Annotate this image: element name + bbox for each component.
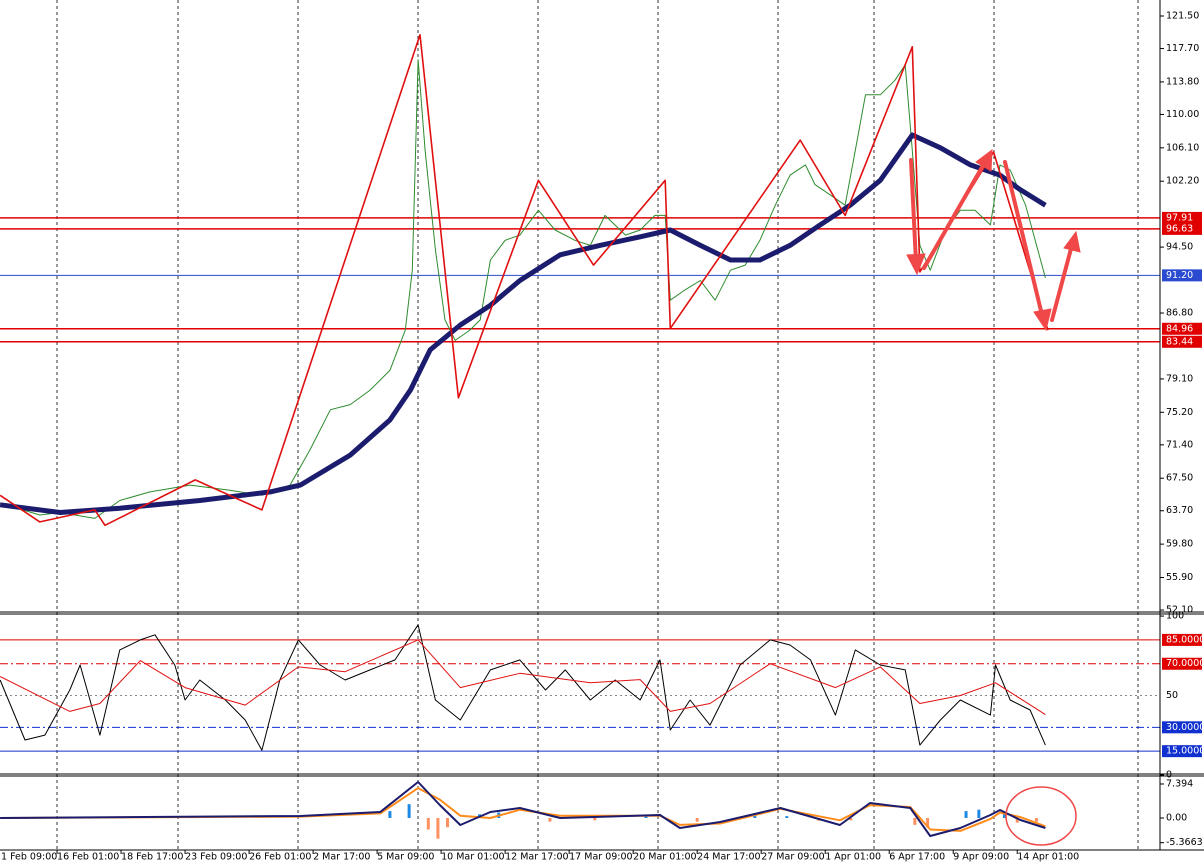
level-label-box	[1162, 657, 1202, 670]
level-label-box	[1162, 322, 1202, 335]
x-tick-label: 1 Feb 09:00	[1, 852, 57, 863]
x-tick-label: 14 Apr 01:00	[1017, 852, 1079, 863]
histogram-bar	[436, 817, 440, 839]
level-label-box	[1162, 211, 1202, 224]
y-tick-label: 106.10	[1166, 142, 1199, 153]
arrow	[1003, 160, 1044, 317]
level-label: 70.0000	[1166, 658, 1204, 669]
level-label: 97.91	[1166, 212, 1193, 223]
y-tick-label: 67.50	[1166, 473, 1193, 484]
y-tick-label: 52.10	[1166, 605, 1193, 616]
level-label-box	[1162, 633, 1202, 646]
level-label: 85.0000	[1166, 634, 1204, 645]
histogram-bar	[388, 811, 392, 818]
series-line	[0, 59, 1046, 519]
y-tick-label: 102.20	[1166, 176, 1199, 187]
x-tick-label: 9 Apr 09:00	[953, 852, 1009, 863]
arrow	[922, 160, 987, 270]
y-tick-label: 100	[1166, 611, 1184, 622]
y-tick-label: 0	[1166, 770, 1172, 781]
arrow-head	[1033, 308, 1052, 332]
x-tick-label: 20 Mar 01:00	[633, 852, 696, 863]
arrow-head	[975, 148, 993, 172]
series-line	[0, 639, 1046, 716]
histogram-bar	[548, 817, 552, 822]
histogram-bar	[785, 816, 789, 818]
histogram-bar	[977, 809, 981, 818]
level-label-box	[1162, 335, 1202, 348]
level-label: 91.20	[1166, 270, 1193, 281]
y-tick-label: 113.80	[1166, 76, 1199, 87]
level-label: 96.63	[1166, 223, 1193, 234]
annotations	[906, 148, 1081, 846]
x-tick-label: 26 Feb 01:00	[249, 852, 311, 863]
arrow-head	[1063, 230, 1081, 253]
level-label-box	[1162, 269, 1202, 282]
x-tick-label: 23 Feb 09:00	[185, 852, 247, 863]
histogram-bar	[1034, 817, 1038, 822]
x-tick-label: 18 Feb 17:00	[121, 852, 183, 863]
y-tick-label: 86.80	[1166, 308, 1193, 319]
y-tick-label: 63.70	[1166, 505, 1193, 516]
series-line	[0, 34, 1049, 527]
x-tick-label: 27 Mar 09:00	[761, 852, 824, 863]
x-tick-label: 6 Apr 17:00	[889, 852, 945, 863]
x-tick-label: 10 Mar 01:00	[441, 852, 504, 863]
histogram-bar	[849, 817, 853, 821]
histogram-bar	[753, 815, 757, 818]
x-tick-label: 12 Mar 17:00	[505, 852, 568, 863]
y-tick-label: 110.00	[1166, 109, 1199, 120]
series-line	[0, 781, 1046, 837]
histogram-bar	[695, 817, 699, 822]
x-tick-label: 1 Apr 01:00	[825, 852, 881, 863]
series-line	[0, 624, 1046, 751]
y-tick-label: 0.00	[1166, 812, 1187, 823]
y-tick-label: 55.90	[1166, 572, 1193, 583]
histogram-bar	[426, 817, 430, 830]
y-tick-label: 59.80	[1166, 539, 1193, 550]
level-label: 50	[1166, 690, 1178, 701]
arrow	[1050, 243, 1074, 322]
level-label-box	[1162, 222, 1202, 235]
arrow-head	[906, 253, 926, 276]
histogram-bar	[446, 817, 450, 828]
y-tick-label: 79.10	[1166, 373, 1193, 384]
y-tick-label: -5.3663	[1166, 837, 1203, 848]
level-label: 84.96	[1166, 323, 1193, 334]
histogram-bar	[1015, 817, 1019, 823]
level-label: 83.44	[1166, 336, 1193, 347]
y-tick-label: 75.20	[1166, 407, 1193, 418]
x-tick-label: 24 Mar 17:00	[697, 852, 760, 863]
x-tick-label: 2 Mar 17:00	[313, 852, 370, 863]
plots: 1 Feb 09:00 16 Feb 01:00 18 Feb 17:00 23 Fe…	[0, 11, 1204, 863]
arrow	[909, 158, 918, 264]
y-tick-label: 117.70	[1166, 43, 1199, 54]
time-grid	[56, 0, 1139, 850]
y-tick-label: 121.50	[1166, 11, 1199, 22]
histogram-bar	[407, 804, 411, 818]
histogram-bar	[593, 817, 597, 821]
histogram-bar	[913, 817, 917, 825]
level-label: 30.0000	[1166, 722, 1204, 733]
x-tick-label: 17 Mar 09:00	[569, 852, 632, 863]
y-tick-label: 7.394	[1166, 778, 1193, 789]
level-label-box	[1162, 745, 1202, 758]
histogram-bar	[1002, 813, 1006, 818]
histogram-bar	[926, 817, 930, 828]
level-label: 15.0000	[1166, 746, 1204, 757]
highlight-circle	[1005, 786, 1077, 846]
x-tick-label: 5 Mar 09:00	[377, 852, 434, 863]
level-label-box	[1162, 721, 1202, 734]
histogram-bar	[964, 811, 968, 818]
y-tick-label: 71.40	[1166, 439, 1193, 450]
y-tick-label: 94.50	[1166, 242, 1193, 253]
x-tick-label: 16 Feb 01:00	[57, 852, 119, 863]
series-line	[0, 132, 1047, 515]
